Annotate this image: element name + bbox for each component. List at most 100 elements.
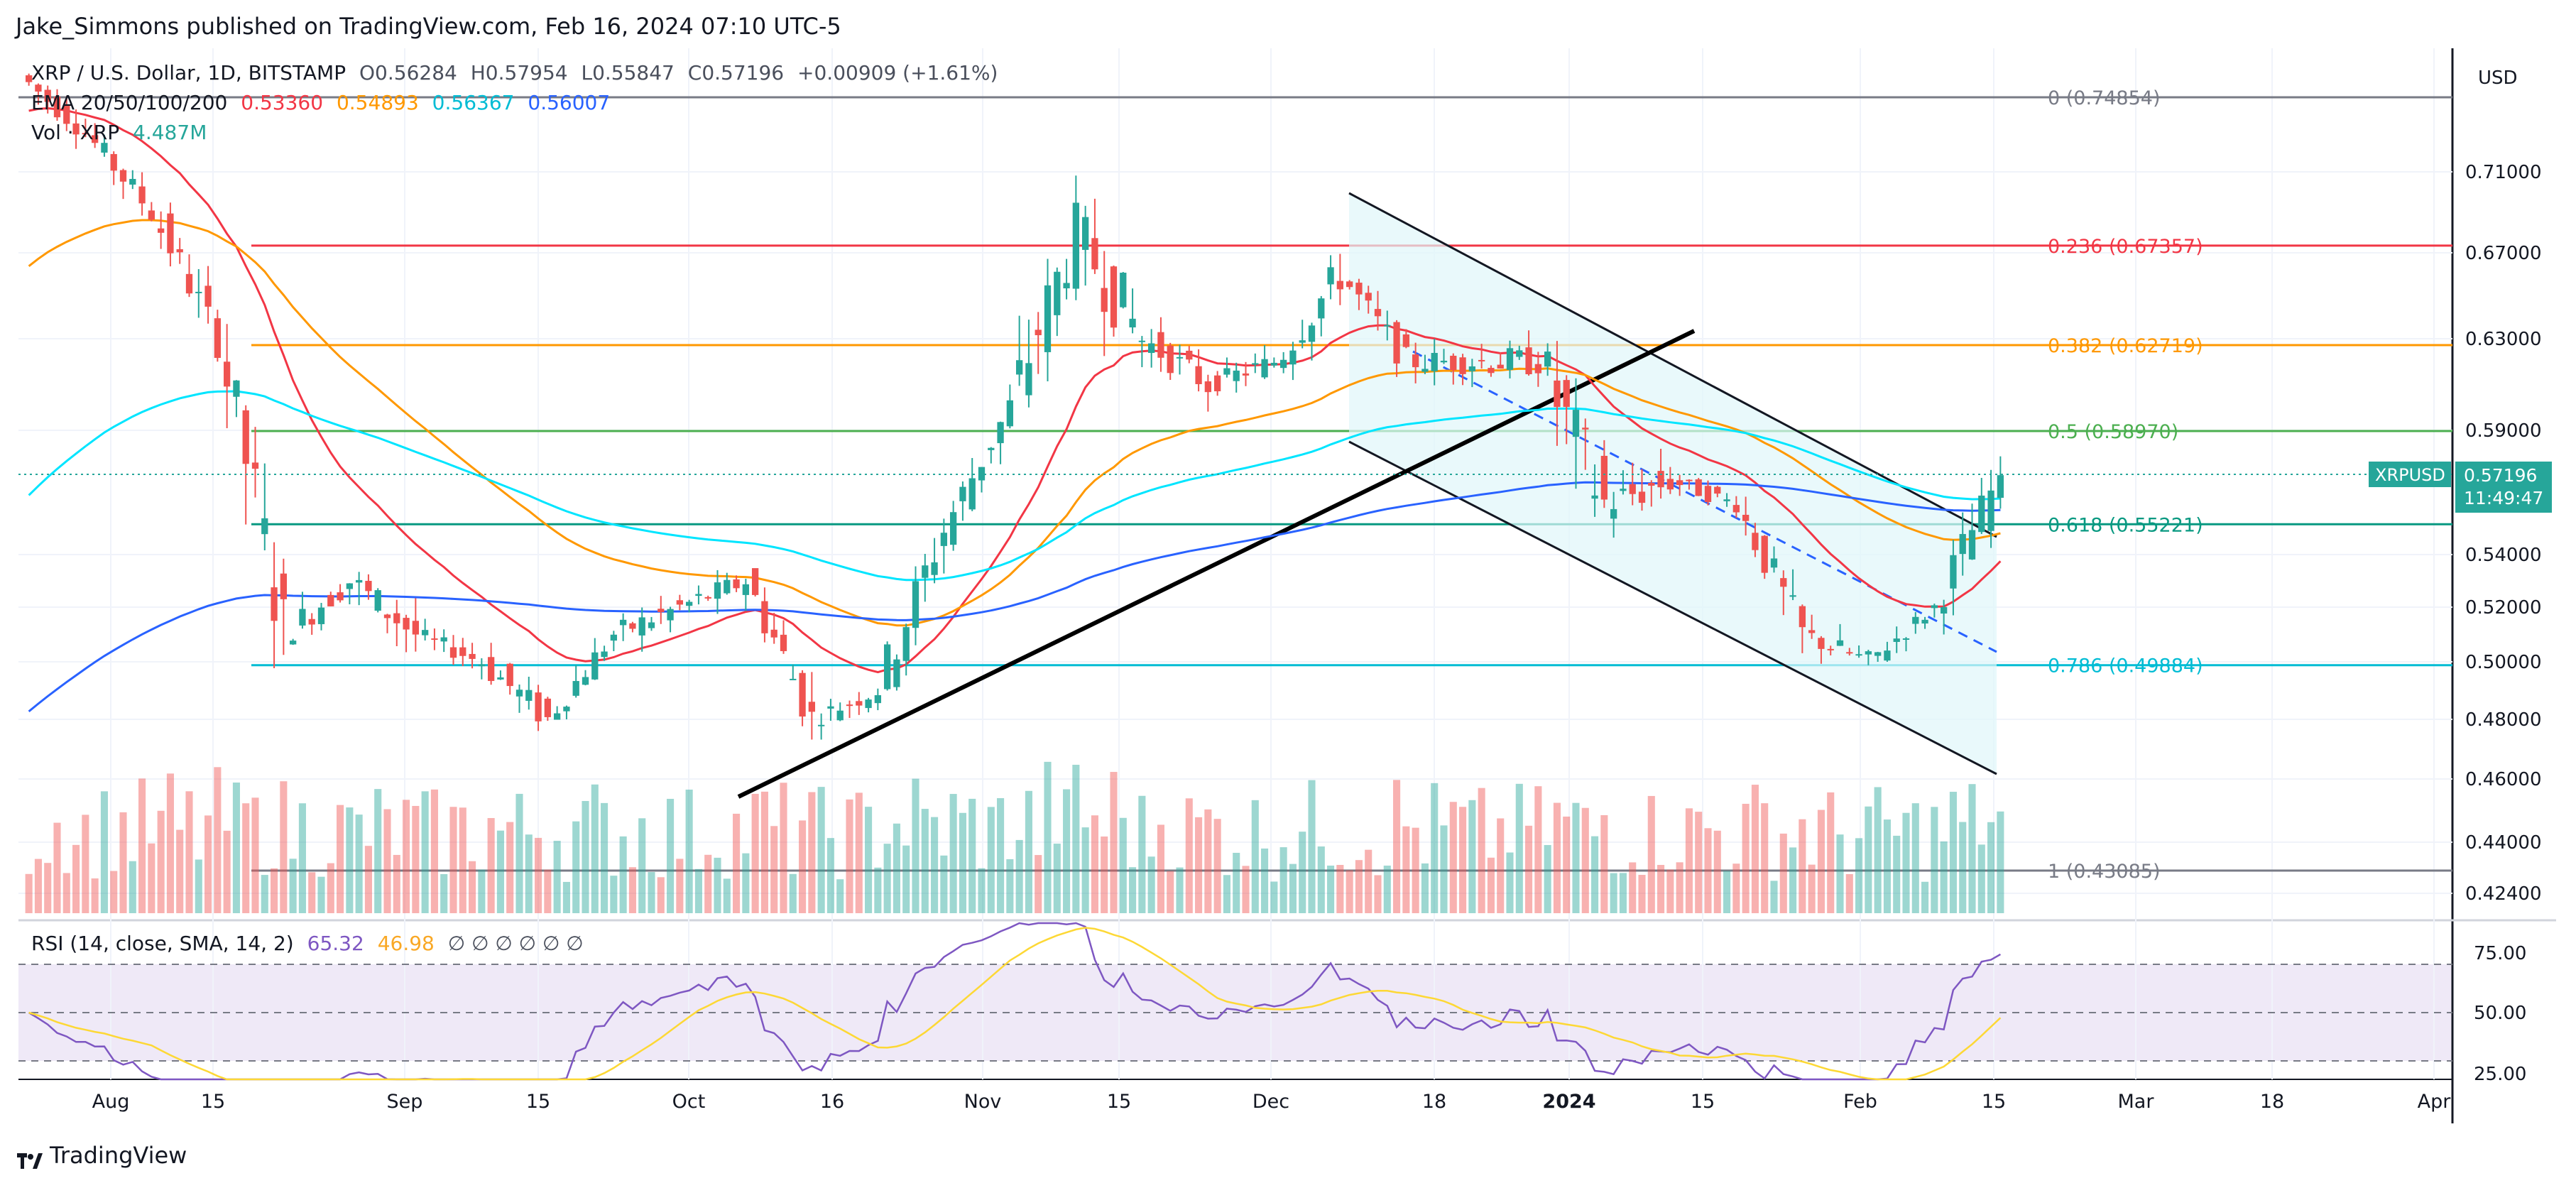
candle-body[interactable] [1978,495,1985,533]
candle-body[interactable] [1676,480,1683,486]
candle-body[interactable] [214,318,222,359]
candle-body[interactable] [1799,606,1806,628]
candle-body[interactable] [1610,508,1617,519]
candle-body[interactable] [346,583,354,589]
candle-body[interactable] [1770,558,1778,568]
candle-body[interactable] [1516,350,1523,357]
candle-body[interactable] [817,724,825,726]
candle-body[interactable] [506,663,513,687]
candle-body[interactable] [1544,352,1551,367]
candle-body[interactable] [1450,355,1457,371]
candle-body[interactable] [129,178,136,185]
candle-body[interactable] [1091,238,1098,270]
candle-body[interactable] [1204,381,1212,393]
candle-body[interactable] [1534,364,1542,374]
candle-body[interactable] [1195,366,1202,384]
candle-body[interactable] [53,97,61,118]
candle-body[interactable] [1299,340,1306,343]
candle-body[interactable] [1789,595,1796,597]
rsi-legend[interactable]: RSI (14, close, SMA, 14, 2) 65.32 46.98 … [31,932,591,955]
candle-body[interactable] [157,228,165,233]
candlesticks[interactable] [25,73,2004,740]
candle-body[interactable] [1327,267,1334,285]
candle-body[interactable] [1563,380,1570,408]
candle-body[interactable] [251,462,259,469]
candle-body[interactable] [1478,359,1485,361]
candle-body[interactable] [1374,309,1382,317]
candle-body[interactable] [1289,350,1297,365]
candle-body[interactable] [1355,283,1363,295]
candle-body[interactable] [1582,427,1589,430]
candle-body[interactable] [733,579,740,589]
candle-body[interactable] [1686,479,1693,481]
candle-body[interactable] [638,617,645,636]
fib-retracement[interactable]: 0 (0.74854) 0.236 (0.67357) 0.382 (0.62719… [18,87,2452,883]
candle-body[interactable] [1657,471,1664,488]
candle-body[interactable] [1468,366,1476,371]
candle-body[interactable] [82,133,89,135]
candle-body[interactable] [299,609,306,626]
candle-body[interactable] [1940,606,1948,614]
channel-upper-line[interactable] [1348,192,1997,538]
candle-body[interactable] [827,706,834,709]
candle-body[interactable] [412,621,420,635]
candle-body[interactable] [1412,354,1419,368]
candle-body[interactable] [780,634,787,651]
candle-body[interactable] [1666,479,1674,490]
candle-body[interactable] [1308,325,1316,342]
candle-body[interactable] [572,681,579,696]
candle-body[interactable] [799,672,806,717]
candle-body[interactable] [1884,650,1891,661]
candle-body[interactable] [1893,638,1900,642]
candle-body[interactable] [1279,359,1287,369]
candle-body[interactable] [1497,364,1504,369]
candle-body[interactable] [1138,340,1146,342]
candle-body[interactable] [110,153,117,171]
candle-body[interactable] [478,664,486,667]
candle-body[interactable] [846,704,853,707]
candle-body[interactable] [1836,640,1844,646]
candle-body[interactable] [1874,652,1882,656]
candle-body[interactable] [91,135,99,143]
candle-body[interactable] [988,447,995,450]
candle-body[interactable] [582,677,589,685]
candle-body[interactable] [1959,534,1966,555]
candle-body[interactable] [101,143,108,153]
candle-body[interactable] [421,630,429,636]
candle-body[interactable] [204,285,212,307]
candle-body[interactable] [1421,369,1429,372]
candle-body[interactable] [440,637,447,642]
candle-body[interactable] [1704,486,1712,502]
candle-body[interactable] [1629,484,1636,494]
candle-body[interactable] [1488,368,1495,374]
candle-body[interactable] [1723,499,1730,501]
candle-body[interactable] [1648,482,1655,486]
candle-body[interactable] [1147,343,1155,354]
candle-body[interactable] [1761,535,1768,573]
candle-body[interactable] [25,75,33,82]
candle-body[interactable] [808,702,816,712]
candle-body[interactable] [403,618,410,630]
candle-body[interactable] [44,89,51,102]
candle-body[interactable] [922,565,929,578]
candle-body[interactable] [874,695,882,704]
candle-body[interactable] [648,622,655,628]
candle-body[interactable] [770,629,777,638]
volume-legend[interactable]: Vol · XRP 4.487M [31,121,214,144]
candle-body[interactable] [365,580,372,592]
candle-body[interactable] [233,380,240,397]
candle-body[interactable] [1714,486,1721,494]
candle-body[interactable] [940,533,948,546]
candle-body[interactable] [856,701,863,706]
candle-body[interactable] [271,587,278,621]
candle-body[interactable] [497,677,504,680]
candle-body[interactable] [601,651,608,658]
candle-body[interactable] [525,690,533,701]
candle-body[interactable] [1110,266,1118,328]
candle-body[interactable] [1808,630,1816,633]
candle-body[interactable] [790,678,797,680]
candle-body[interactable] [704,596,711,599]
candle-body[interactable] [1752,533,1759,550]
candle-body[interactable] [185,273,193,294]
candle-body[interactable] [553,713,561,720]
